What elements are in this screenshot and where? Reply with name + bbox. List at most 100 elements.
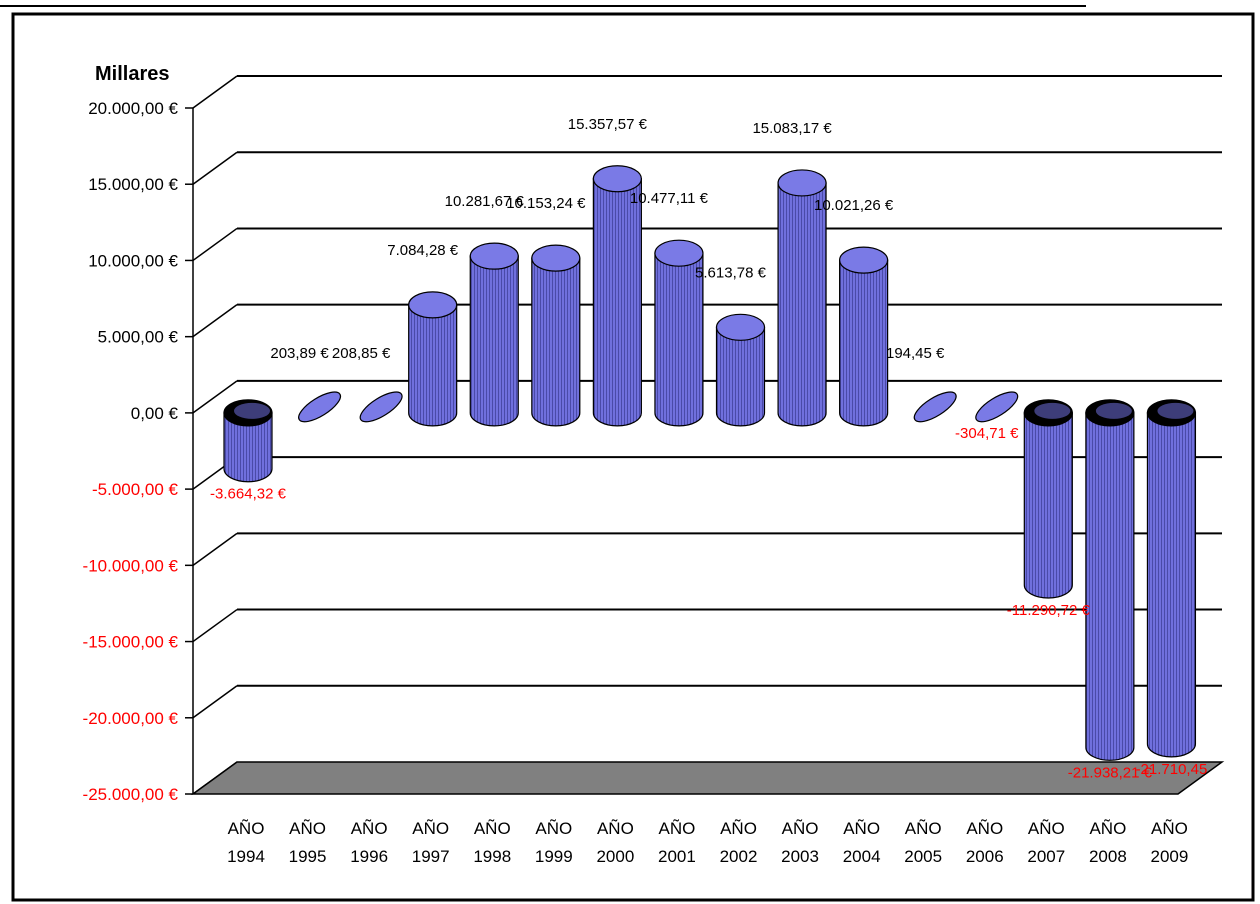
x-category-label: 2009: [1151, 847, 1189, 866]
chart-floor: [190, 761, 1225, 795]
x-category-label: AÑO: [351, 819, 388, 838]
bar-body: [223, 412, 273, 483]
data-label: -304,71 €: [955, 425, 1019, 442]
x-category-label: AÑO: [228, 819, 265, 838]
gridline-connector: [192, 227, 238, 262]
data-label: 203,89 €: [270, 345, 329, 362]
x-category-label: 2006: [966, 847, 1004, 866]
data-label: 7.084,28 €: [387, 242, 459, 259]
bar: [1023, 399, 1073, 599]
y-tick-label: 20.000,00 €: [88, 99, 178, 118]
bar-cap: [777, 169, 827, 197]
bar: [715, 313, 766, 427]
bar-body: [839, 259, 889, 427]
x-category-label: 2004: [843, 847, 881, 866]
data-label: -21.710,45: [1136, 761, 1208, 778]
data-labels: -3.664,32 € 203,89 €208,85 € 7.084,28 € 10.…: [210, 116, 1207, 782]
bar: [359, 391, 403, 423]
bar-cap-inner: [234, 402, 270, 419]
bar: [1146, 399, 1197, 758]
x-category-label: AÑO: [535, 819, 572, 838]
y-tick-label: 5.000,00 €: [98, 328, 179, 347]
x-category-label: 1996: [350, 847, 388, 866]
bar-cap: [531, 244, 581, 272]
y-axis: [185, 107, 194, 795]
bar: [223, 399, 273, 483]
x-category-label: AÑO: [289, 819, 326, 838]
bar-disc: [975, 391, 1019, 423]
bar: [777, 169, 827, 427]
gridline-connector: [192, 380, 238, 414]
gridline-connector: [192, 304, 238, 338]
y-unit-label: Millares: [95, 63, 169, 85]
data-label: 10.153,24 €: [506, 195, 586, 212]
x-category-label: 1994: [227, 847, 265, 866]
bar: [531, 244, 581, 427]
bar-disc: [913, 391, 957, 423]
y-tick-label: -5.000,00 €: [92, 480, 179, 499]
x-category-label: AÑO: [782, 819, 819, 838]
bar-cap-inner: [1034, 402, 1071, 419]
data-label: 15.357,57 €: [568, 116, 648, 133]
gridline-connector: [192, 75, 238, 109]
x-category-label: AÑO: [659, 819, 696, 838]
x-category-label: 2008: [1089, 847, 1127, 866]
gridline-connector: [192, 151, 238, 185]
floor-plane: [190, 761, 1225, 795]
x-category-label: AÑO: [905, 819, 942, 838]
bar-cap: [654, 239, 704, 267]
bar-body: [1023, 412, 1073, 599]
bar-cap: [469, 242, 519, 270]
bar-disc: [359, 391, 403, 423]
x-category-label: AÑO: [412, 819, 449, 838]
data-label: 5.613,78 €: [695, 264, 767, 281]
x-category-label: 1998: [473, 847, 511, 866]
y-tick-label: 15.000,00 €: [88, 175, 178, 194]
x-category-label: 1997: [412, 847, 450, 866]
x-category-label: 2003: [781, 847, 819, 866]
bar: [654, 239, 704, 427]
x-category-labels: AÑO 1994 AÑO 1995 AÑO 1996 AÑO 1997 AÑO 1998 AÑO 19…: [227, 819, 1188, 866]
x-category-label: AÑO: [474, 819, 511, 838]
x-category-label: 2001: [658, 847, 696, 866]
bar-cap: [408, 291, 458, 319]
bar: [408, 291, 458, 427]
bar: [1085, 399, 1135, 761]
data-label: -3.664,32 €: [210, 486, 287, 503]
bar: [913, 391, 957, 423]
x-category-label: AÑO: [720, 819, 757, 838]
x-category-label: AÑO: [843, 819, 880, 838]
x-category-label: 2000: [596, 847, 634, 866]
bar: [592, 165, 642, 427]
bar: [839, 246, 889, 427]
bar-body: [715, 326, 766, 427]
y-tick-label: -20.000,00 €: [83, 709, 179, 728]
data-label: 15.083,17 €: [752, 120, 832, 137]
data-label: 10.477,11 €: [630, 190, 709, 207]
x-category-label: 2007: [1027, 847, 1065, 866]
bar-disc: [298, 391, 342, 423]
gridline-connector: [192, 608, 238, 643]
bar: [975, 391, 1019, 423]
bar-cap-inner: [1157, 402, 1194, 419]
bar-body: [654, 252, 704, 427]
data-label: -11.290,72 €: [1007, 602, 1091, 619]
bar-body: [1146, 412, 1197, 758]
bar-cap: [715, 313, 766, 341]
y-tick-labels: 20.000,00 € 15.000,00 € 10.000,00 € 5.000,0…: [83, 99, 179, 804]
bar-cap-inner: [1095, 402, 1132, 419]
y-tick-label: 10.000,00 €: [88, 251, 178, 270]
bar-body: [408, 304, 458, 427]
bars: [223, 165, 1197, 761]
y-tick-label: -25.000,00 €: [83, 785, 179, 804]
gridline-connector: [192, 685, 238, 719]
bar-body: [1085, 412, 1135, 761]
x-category-label: AÑO: [597, 819, 634, 838]
bar: [469, 242, 519, 427]
data-label: 10.281,67 €: [445, 193, 525, 210]
data-label: -21.938,21 €: [1068, 764, 1153, 781]
x-category-label: 1995: [289, 847, 327, 866]
x-category-label: 1999: [535, 847, 573, 866]
bar-body: [592, 178, 642, 427]
